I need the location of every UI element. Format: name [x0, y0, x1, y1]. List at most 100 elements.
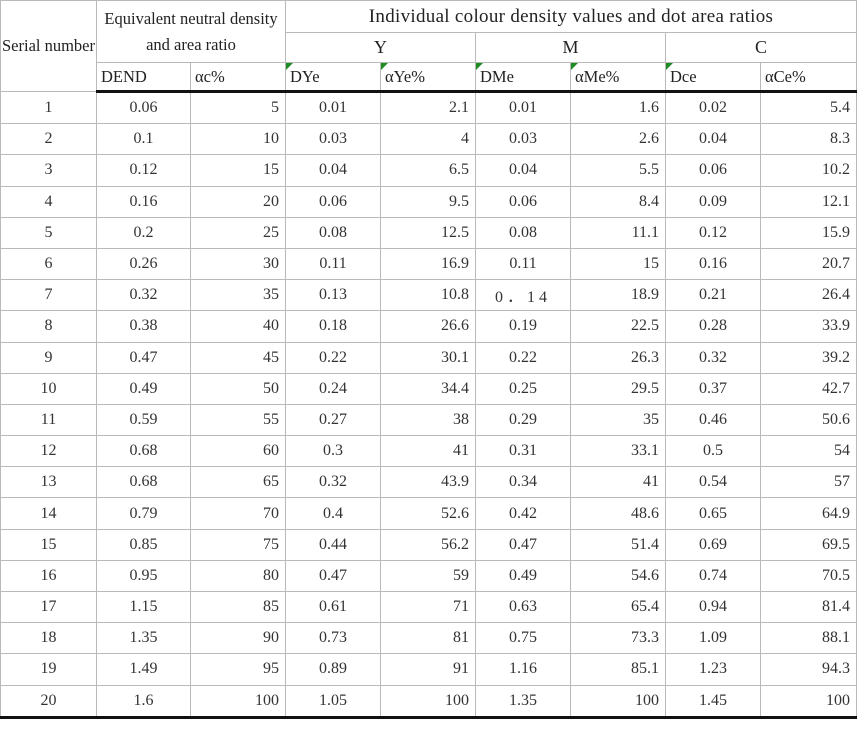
cell-aye: 2.1 [380, 90, 477, 125]
table-row: 3 0.12 15 0.04 6.5 0.04 5.5 0.06 10.2 [0, 154, 858, 187]
cell-dend: 0.68 [96, 466, 191, 499]
table-row: 12 0.68 60 0.3 41 0.31 33.1 0.5 54 [0, 435, 858, 468]
ink-header-y: Y [285, 32, 477, 63]
cell-dye: 1.05 [285, 684, 382, 719]
cell-dye: 0.18 [285, 310, 382, 343]
cell-dme: 0.19 [475, 310, 572, 343]
cell-ac: 80 [189, 559, 287, 593]
cell-dye: 0.11 [285, 247, 382, 281]
cell-aye: 16.9 [380, 247, 477, 281]
cell-dme: 0.06 [475, 185, 572, 218]
cell-dce: 1.23 [665, 653, 762, 686]
cell-ace: 57 [760, 466, 858, 499]
cell-dend: 0.1 [96, 123, 191, 156]
cell-ace: 70.5 [760, 559, 858, 593]
cell-dye: 0.08 [285, 216, 382, 249]
cell-serial: 13 [0, 466, 97, 499]
cell-ame: 33.1 [570, 435, 667, 468]
cell-ac: 45 [189, 341, 287, 374]
cell-dend: 0.26 [96, 247, 191, 281]
cell-dye: 0.32 [285, 466, 382, 499]
cell-dye: 0.4 [285, 497, 382, 530]
equivalent-neutral-header: Equivalent neutral density and area rati… [95, 0, 287, 63]
cell-ame: 5.5 [570, 154, 667, 187]
table-row: 20 1.6 100 1.05 100 1.35 100 1.45 100 [0, 684, 858, 719]
individual-colour-header: Individual colour density values and dot… [285, 0, 858, 33]
cell-dce: 0.16 [665, 247, 762, 281]
table-row: 16 0.95 80 0.47 59 0.49 54.6 0.74 70.5 [0, 559, 858, 593]
cell-ace: 12.1 [760, 185, 858, 218]
col-header-ac: αc% [189, 62, 287, 93]
cell-aye: 9.5 [380, 185, 477, 218]
cell-dce: 0.94 [665, 590, 762, 624]
cell-aye: 52.6 [380, 497, 477, 530]
cell-serial: 4 [0, 185, 97, 218]
cell-ac: 20 [189, 185, 287, 218]
cell-ac: 65 [189, 466, 287, 499]
table-row: 5 0.2 25 0.08 12.5 0.08 11.1 0.12 15.9 [0, 216, 858, 249]
col-header-ace: αCe% [760, 62, 858, 93]
cell-dend: 0.85 [96, 528, 191, 561]
table-row: 19 1.49 95 0.89 91 1.16 85.1 1.23 94.3 [0, 653, 858, 686]
col-header-aye: αYe% [380, 62, 477, 93]
cell-ace: 42.7 [760, 372, 858, 405]
cell-ame: 35 [570, 403, 667, 437]
cell-dme: 0.25 [475, 372, 572, 405]
cell-ac: 70 [189, 497, 287, 530]
cell-ace: 26.4 [760, 279, 858, 312]
table-row: 4 0.16 20 0.06 9.5 0.06 8.4 0.09 12.1 [0, 185, 858, 218]
cell-serial: 12 [0, 435, 97, 468]
cell-dme: 0.63 [475, 590, 572, 624]
cell-serial: 19 [0, 653, 97, 686]
col-header-ame: αMe% [570, 62, 667, 93]
cell-ac: 25 [189, 216, 287, 249]
cell-ame: 29.5 [570, 372, 667, 405]
cell-dce: 0.74 [665, 559, 762, 593]
cell-dye: 0.24 [285, 372, 382, 405]
cell-dend: 0.59 [96, 403, 191, 437]
cell-ame: 18.9 [570, 279, 667, 312]
cell-dend: 0.06 [96, 90, 191, 125]
cell-serial: 18 [0, 622, 97, 655]
cell-dend: 0.32 [96, 279, 191, 312]
cell-dme: 0.75 [475, 622, 572, 655]
table-header: Serial number Equivalent neutral density… [0, 0, 858, 93]
table-row: 10 0.49 50 0.24 34.4 0.25 29.5 0.37 42.7 [0, 372, 858, 405]
col-header-dce: Dce [665, 62, 762, 93]
cell-ace: 64.9 [760, 497, 858, 530]
cell-dend: 1.35 [96, 622, 191, 655]
cell-dce: 0.37 [665, 372, 762, 405]
cell-ame: 41 [570, 466, 667, 499]
cell-dme: 0.31 [475, 435, 572, 468]
cell-dme: 0.29 [475, 403, 572, 437]
cell-ame: 11.1 [570, 216, 667, 249]
cell-dce: 0.12 [665, 216, 762, 249]
cell-dce: 0.06 [665, 154, 762, 187]
cell-dce: 0.54 [665, 466, 762, 499]
cell-dend: 0.47 [96, 341, 191, 374]
cell-serial: 7 [0, 279, 97, 312]
table-row: 8 0.38 40 0.18 26.6 0.19 22.5 0.28 33.9 [0, 310, 858, 343]
cell-aye: 59 [380, 559, 477, 593]
cell-dme: 0.11 [475, 247, 572, 281]
cell-ace: 69.5 [760, 528, 858, 561]
cell-ac: 40 [189, 310, 287, 343]
cell-dme: 0.42 [475, 497, 572, 530]
cell-ac: 55 [189, 403, 287, 437]
table-row: 1 0.06 5 0.01 2.1 0.01 1.6 0.02 5.4 [0, 90, 858, 125]
cell-serial: 9 [0, 341, 97, 374]
cell-dce: 0.32 [665, 341, 762, 374]
cell-dend: 1.15 [96, 590, 191, 624]
cell-ac: 5 [189, 90, 287, 125]
cell-aye: 81 [380, 622, 477, 655]
cell-ame: 8.4 [570, 185, 667, 218]
cell-ame: 2.6 [570, 123, 667, 156]
cell-ace: 50.6 [760, 403, 858, 437]
cell-ace: 10.2 [760, 154, 858, 187]
cell-ame: 100 [570, 684, 667, 719]
cell-serial: 16 [0, 559, 97, 593]
cell-ace: 20.7 [760, 247, 858, 281]
cell-ame: 22.5 [570, 310, 667, 343]
cell-dce: 0.69 [665, 528, 762, 561]
